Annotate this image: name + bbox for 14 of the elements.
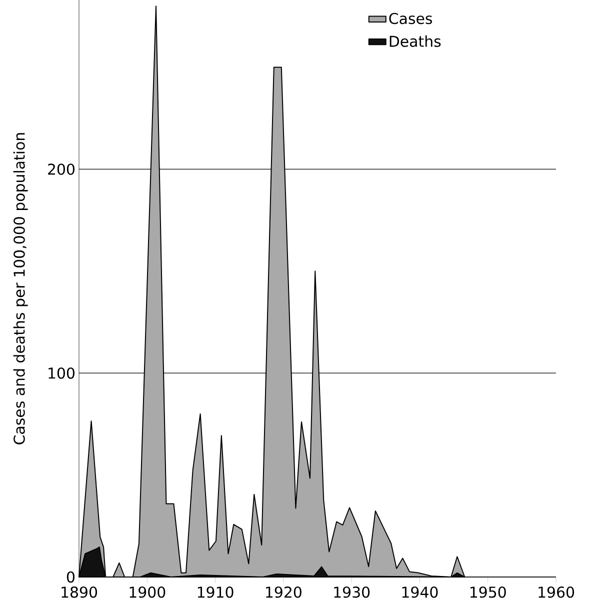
x-tick-label: 1910 (198, 586, 234, 598)
legend-label: Cases (389, 12, 432, 24)
legend-label: Deaths (390, 35, 441, 47)
x-tick-label: 1890 (62, 586, 98, 598)
x-tick-label: 1920 (266, 586, 302, 598)
y-tick-label: 0 (66, 571, 74, 583)
y-tick-label: 100 (48, 367, 74, 379)
x-tick-label: 1950 (470, 586, 506, 598)
x-tick-label: 1960 (538, 586, 574, 598)
x-tick-label: 1930 (334, 586, 370, 598)
x-tick-label: 1900 (130, 586, 166, 598)
y-axis-title: Cases and deaths per 100,000 population (13, 133, 28, 444)
x-tick-label: 1940 (402, 586, 438, 598)
y-tick-label: 200 (48, 164, 74, 175)
